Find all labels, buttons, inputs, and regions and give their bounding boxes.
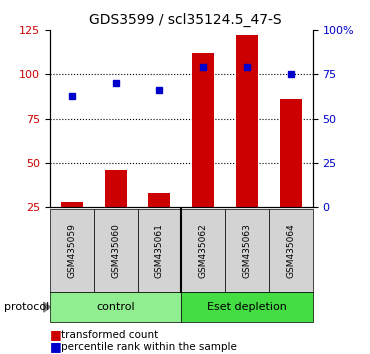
Bar: [192, 53, 214, 251]
Bar: [148, 193, 170, 251]
Bar: [236, 35, 258, 251]
Text: GSM435060: GSM435060: [111, 223, 120, 278]
Bar: [61, 202, 83, 251]
Text: GSM435059: GSM435059: [67, 223, 76, 278]
Text: GDS3599 / scl35124.5_47-S: GDS3599 / scl35124.5_47-S: [89, 12, 281, 27]
Text: GSM435064: GSM435064: [286, 223, 295, 278]
Text: protocol: protocol: [4, 302, 49, 312]
Text: GSM435063: GSM435063: [242, 223, 252, 278]
Text: transformed count: transformed count: [61, 330, 158, 339]
Text: GSM435062: GSM435062: [199, 223, 208, 278]
Text: control: control: [96, 302, 135, 312]
Text: Eset depletion: Eset depletion: [207, 302, 287, 312]
Text: percentile rank within the sample: percentile rank within the sample: [61, 342, 237, 352]
FancyArrow shape: [44, 302, 50, 312]
Text: GSM435061: GSM435061: [155, 223, 164, 278]
Bar: [105, 170, 127, 251]
Text: ■: ■: [50, 341, 62, 353]
Text: ■: ■: [50, 328, 62, 341]
Bar: [280, 99, 302, 251]
